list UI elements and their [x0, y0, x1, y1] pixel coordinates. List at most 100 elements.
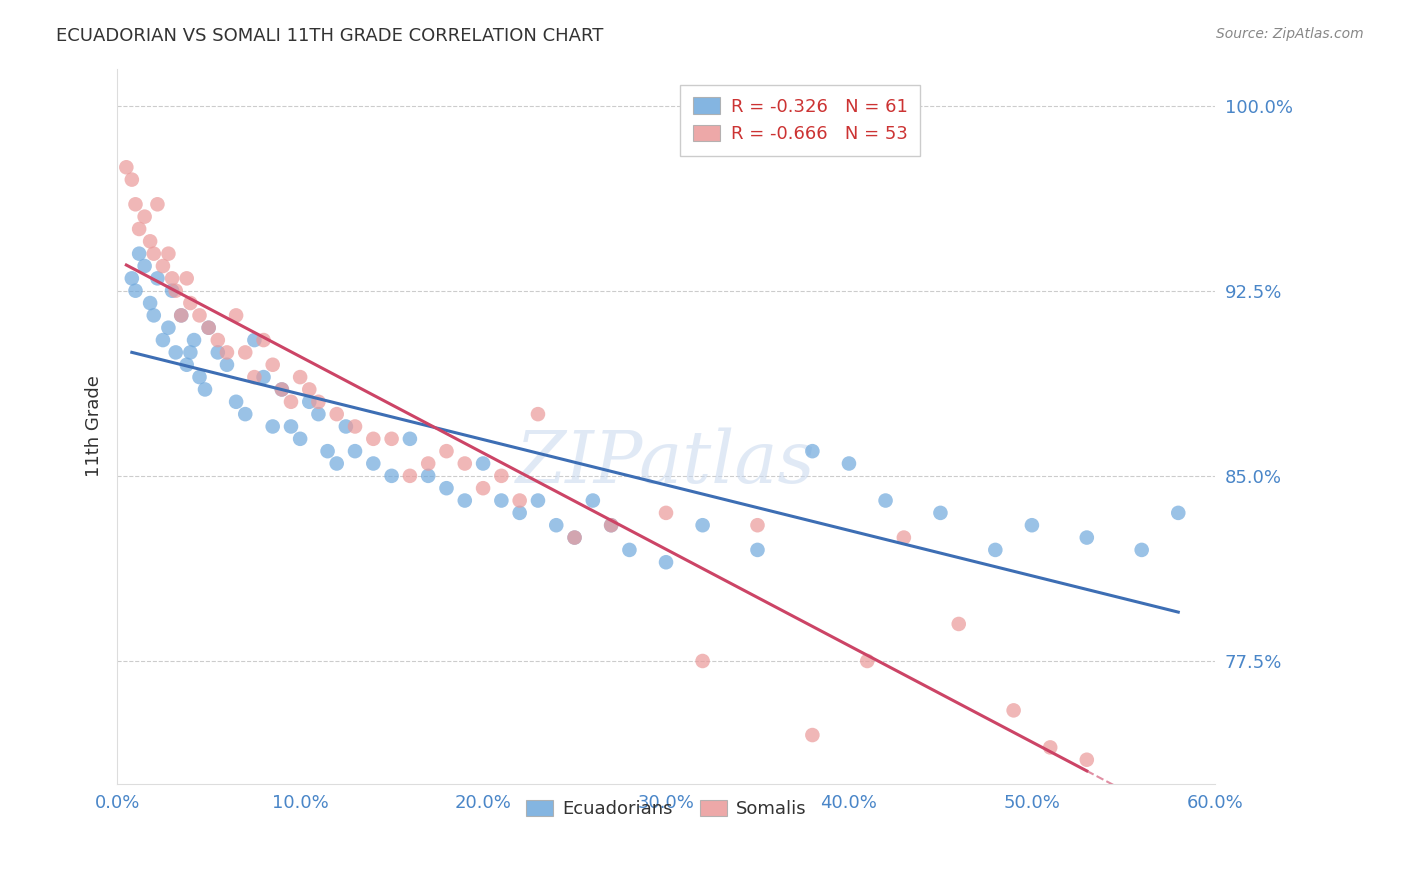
- Point: [124, 197, 146, 211]
- Point: [801, 444, 824, 458]
- Point: [183, 333, 205, 347]
- Point: [115, 161, 138, 175]
- Point: [335, 419, 357, 434]
- Point: [436, 444, 458, 458]
- Point: [655, 506, 678, 520]
- Point: [280, 419, 302, 434]
- Point: [298, 394, 321, 409]
- Point: [316, 444, 339, 458]
- Point: [491, 468, 513, 483]
- Point: [165, 284, 187, 298]
- Point: [128, 222, 150, 236]
- Point: [418, 468, 440, 483]
- Point: [325, 407, 347, 421]
- Text: Source: ZipAtlas.com: Source: ZipAtlas.com: [1216, 27, 1364, 41]
- Point: [1002, 703, 1025, 717]
- Point: [233, 407, 256, 421]
- Point: [152, 259, 174, 273]
- Point: [856, 654, 879, 668]
- Point: [363, 432, 385, 446]
- Point: [929, 506, 952, 520]
- Point: [381, 432, 404, 446]
- Point: [207, 345, 229, 359]
- Point: [418, 457, 440, 471]
- Point: [948, 617, 970, 632]
- Point: [527, 493, 550, 508]
- Point: [165, 345, 187, 359]
- Point: [233, 345, 256, 359]
- Point: [1039, 740, 1062, 755]
- Point: [194, 383, 217, 397]
- Point: [157, 320, 180, 334]
- Point: [1076, 753, 1098, 767]
- Point: [146, 271, 169, 285]
- Point: [262, 419, 284, 434]
- Point: [307, 407, 329, 421]
- Point: [225, 394, 247, 409]
- Legend: Ecuadorians, Somalis: Ecuadorians, Somalis: [519, 793, 814, 825]
- Point: [188, 309, 211, 323]
- Point: [1076, 531, 1098, 545]
- Point: [381, 468, 404, 483]
- Point: [270, 383, 292, 397]
- Point: [564, 531, 586, 545]
- Text: ZIPatlas: ZIPatlas: [516, 427, 815, 498]
- Point: [344, 419, 367, 434]
- Point: [325, 457, 347, 471]
- Point: [142, 246, 165, 260]
- Point: [134, 210, 156, 224]
- Point: [243, 333, 266, 347]
- Point: [491, 493, 513, 508]
- Point: [207, 333, 229, 347]
- Point: [128, 246, 150, 260]
- Point: [262, 358, 284, 372]
- Point: [188, 370, 211, 384]
- Text: ECUADORIAN VS SOMALI 11TH GRADE CORRELATION CHART: ECUADORIAN VS SOMALI 11TH GRADE CORRELAT…: [56, 27, 603, 45]
- Point: [747, 518, 769, 533]
- Point: [527, 407, 550, 421]
- Point: [436, 481, 458, 495]
- Point: [838, 457, 860, 471]
- Point: [197, 320, 219, 334]
- Point: [454, 493, 477, 508]
- Point: [152, 333, 174, 347]
- Point: [546, 518, 568, 533]
- Point: [1130, 542, 1153, 557]
- Point: [157, 246, 180, 260]
- Point: [582, 493, 605, 508]
- Point: [363, 457, 385, 471]
- Point: [146, 197, 169, 211]
- Point: [399, 432, 422, 446]
- Point: [454, 457, 477, 471]
- Point: [124, 284, 146, 298]
- Point: [1021, 518, 1043, 533]
- Point: [170, 309, 193, 323]
- Point: [344, 444, 367, 458]
- Point: [307, 394, 329, 409]
- Point: [288, 370, 311, 384]
- Point: [215, 358, 238, 372]
- Point: [655, 555, 678, 569]
- Point: [893, 531, 915, 545]
- Point: [176, 271, 198, 285]
- Point: [280, 394, 302, 409]
- Point: [139, 235, 162, 249]
- Point: [225, 309, 247, 323]
- Point: [243, 370, 266, 384]
- Point: [472, 457, 495, 471]
- Point: [215, 345, 238, 359]
- Point: [801, 728, 824, 742]
- Point: [288, 432, 311, 446]
- Point: [600, 518, 623, 533]
- Point: [160, 284, 183, 298]
- Point: [252, 370, 274, 384]
- Point: [197, 320, 219, 334]
- Point: [176, 358, 198, 372]
- Point: [692, 518, 714, 533]
- Point: [298, 383, 321, 397]
- Point: [270, 383, 292, 397]
- Point: [1167, 506, 1189, 520]
- Point: [564, 531, 586, 545]
- Point: [747, 542, 769, 557]
- Point: [600, 518, 623, 533]
